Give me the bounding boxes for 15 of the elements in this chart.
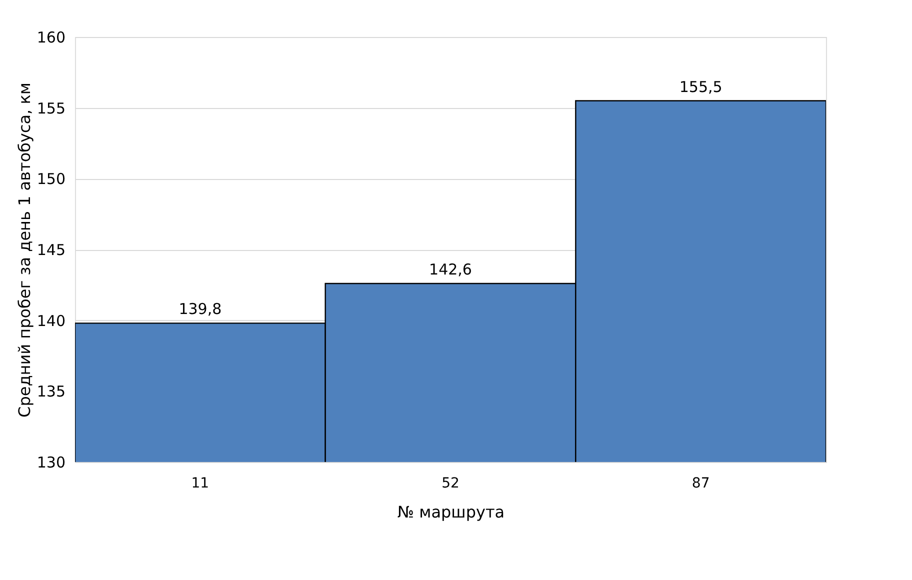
data-label: 139,8 <box>178 300 222 318</box>
y-tick-label: 150 <box>36 170 66 188</box>
y-axis-title: Средний пробег за день 1 автобуса, км <box>14 82 34 418</box>
x-tick-label: 87 <box>692 476 710 492</box>
x-axis-title: № маршрута <box>397 502 505 522</box>
y-tick-label: 135 <box>36 382 66 401</box>
y-tick-label: 155 <box>36 99 66 118</box>
x-tick-label: 11 <box>191 476 210 492</box>
y-tick-label: 160 <box>36 28 66 46</box>
x-tick-label: 52 <box>442 476 460 492</box>
y-tick-label: 130 <box>36 454 66 472</box>
y-tick-label: 145 <box>36 241 66 259</box>
y-tick-label: 140 <box>36 312 66 330</box>
data-label: 155,5 <box>679 78 722 96</box>
data-label: 142,6 <box>429 260 472 278</box>
